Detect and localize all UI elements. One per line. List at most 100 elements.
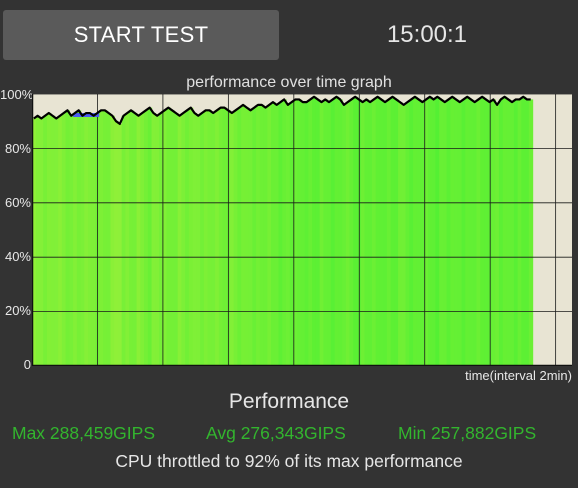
performance-bar xyxy=(375,96,381,366)
performance-bar xyxy=(65,110,70,366)
performance-bar xyxy=(349,99,354,366)
performance-bar xyxy=(170,110,175,366)
performance-bar xyxy=(353,96,358,366)
performance-bar xyxy=(84,113,89,366)
performance-bar xyxy=(465,96,470,366)
performance-bar xyxy=(88,113,93,366)
y-tick-label: 40% xyxy=(4,249,31,264)
performance-bar xyxy=(338,99,343,366)
performance-bar xyxy=(300,102,306,366)
performance-bar xyxy=(203,110,209,366)
performance-bar xyxy=(50,115,56,366)
performance-bar xyxy=(394,99,399,366)
performance-bar xyxy=(360,102,366,366)
performance-bar xyxy=(278,102,283,366)
performance-bar xyxy=(502,96,508,366)
performance-bar xyxy=(218,107,224,366)
start-test-button[interactable]: START TEST xyxy=(3,10,279,60)
performance-bar xyxy=(241,104,246,366)
max-performance: Max 288,459GIPS xyxy=(12,423,155,443)
test-timer: 15:00:1 xyxy=(386,21,468,48)
performance-bar xyxy=(58,115,63,366)
performance-bar xyxy=(248,110,254,366)
performance-bar xyxy=(398,102,403,366)
performance-bar xyxy=(61,113,67,366)
x-axis-label: time(interval 2min) xyxy=(465,368,572,383)
performance-bar xyxy=(215,110,220,366)
performance-bar xyxy=(409,99,414,366)
performance-bar xyxy=(35,115,41,366)
performance-bar xyxy=(43,115,48,366)
performance-bar xyxy=(513,99,519,366)
performance-graph xyxy=(32,94,572,366)
performance-bar xyxy=(484,99,489,366)
performance-bar xyxy=(125,113,130,366)
performance-bar xyxy=(416,99,422,366)
performance-bar xyxy=(319,102,324,366)
performance-bar xyxy=(461,99,466,366)
performance-bar xyxy=(472,102,478,366)
performance-line xyxy=(33,95,531,126)
performance-bar xyxy=(263,107,268,366)
performance-bar xyxy=(480,96,485,366)
performance-bar xyxy=(390,96,395,366)
performance-bar xyxy=(80,115,85,366)
performance-bar xyxy=(32,118,37,366)
graph-title: performance over time graph xyxy=(186,74,392,91)
performance-bar xyxy=(181,113,186,366)
performance-bar xyxy=(76,110,82,366)
performance-bar xyxy=(334,96,339,366)
performance-bar xyxy=(435,96,440,366)
performance-bar xyxy=(427,96,433,366)
performance-bar xyxy=(159,113,164,366)
performance-bar xyxy=(256,104,261,366)
performance-bar xyxy=(200,113,205,366)
y-tick-label: 20% xyxy=(4,303,31,318)
performance-bar xyxy=(289,102,295,366)
performance-bar xyxy=(207,110,212,366)
performance-bar xyxy=(110,115,115,366)
min-performance: Min 257,882GIPS xyxy=(398,423,537,443)
performance-bar xyxy=(91,115,97,366)
performance-bar xyxy=(525,99,530,366)
performance-bar xyxy=(297,99,302,366)
performance-bar xyxy=(140,113,145,366)
performance-bar xyxy=(222,107,227,366)
performance-bar xyxy=(132,113,138,366)
performance-bar xyxy=(528,99,534,366)
performance-bar xyxy=(383,102,388,366)
performance-bar xyxy=(304,102,310,366)
performance-bar xyxy=(371,99,377,366)
performance-bar xyxy=(379,99,384,366)
performance-bar xyxy=(267,104,272,366)
performance-bar xyxy=(162,110,168,366)
performance-bar xyxy=(293,99,298,366)
performance-bar xyxy=(99,110,104,366)
performance-bar xyxy=(491,99,496,366)
performance-bar xyxy=(327,102,332,366)
performance-bar xyxy=(211,113,216,366)
performance-bar xyxy=(457,102,463,366)
performance-bar xyxy=(102,110,108,366)
performance-bar xyxy=(312,96,317,366)
performance-bar xyxy=(442,102,448,366)
performance-bar xyxy=(386,99,392,366)
performance-bar xyxy=(271,102,276,366)
performance-bar xyxy=(476,99,481,366)
performance-bar xyxy=(121,115,126,366)
performance-bar xyxy=(147,107,153,366)
performance-bar xyxy=(69,115,74,366)
performance-bar xyxy=(106,113,112,366)
performance-bar xyxy=(286,104,291,366)
performance-bar xyxy=(73,113,78,366)
performance-bar xyxy=(233,110,239,366)
performance-bar xyxy=(405,102,410,366)
performance-bar xyxy=(144,110,149,366)
performance-bar xyxy=(517,99,522,366)
performance-bar xyxy=(424,99,429,366)
performance-bar xyxy=(129,110,134,366)
performance-bar xyxy=(114,121,119,366)
performance-bar xyxy=(54,118,59,366)
performance-bar xyxy=(252,107,257,366)
performance-bar xyxy=(188,107,194,366)
